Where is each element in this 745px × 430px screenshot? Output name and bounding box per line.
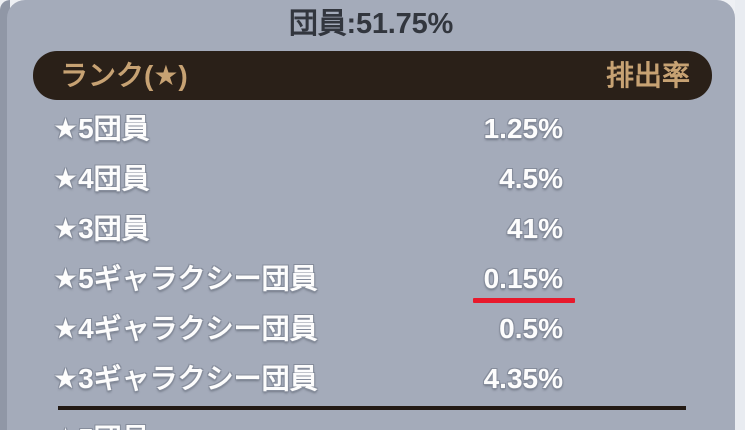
right-edge-strip — [735, 0, 745, 430]
rate-value: 41% — [506, 213, 563, 244]
table-row: ★3ギャラクシー団員 4.35% — [7, 354, 735, 404]
table-row: ★4団員 4.5% — [7, 154, 735, 204]
rank-label: ★4団員 — [53, 163, 150, 194]
rate-value: 4.35% — [483, 363, 563, 394]
rank-label: ★5ギャラクシー団員 — [53, 263, 318, 294]
rate-value: 0.5% — [499, 313, 563, 344]
table-row-highlighted: ★5ギャラクシー団員 0.15% — [7, 254, 735, 304]
rank-label: ★3ギャラクシー団員 — [53, 363, 318, 394]
gacha-rates-panel: 団員:51.75% ランク(★) 排出率 ★5団員 1.25% ★4団員 4.5… — [7, 0, 735, 430]
rate-value: 0.15% — [483, 263, 563, 294]
next-section-partial-row: ★5団員 — [53, 414, 150, 430]
column-header-rank: ランク(★) — [60, 60, 188, 91]
rate-value: 4.5% — [499, 163, 563, 194]
table-row: ★5団員 1.25% — [7, 104, 735, 154]
page-title: 団員:51.75% — [288, 8, 454, 40]
column-header-rate: 排出率 — [605, 60, 690, 91]
table-row: ★4ギャラクシー団員 0.5% — [7, 304, 735, 354]
table-row: ★3団員 41% — [7, 204, 735, 254]
rank-label: ★5団員 — [53, 113, 150, 144]
rate-value: 1.25% — [483, 113, 563, 144]
rates-table-header: ランク(★) 排出率 — [33, 51, 712, 100]
highlight-underline — [473, 298, 575, 303]
left-edge-strip — [0, 0, 10, 430]
section-divider — [58, 406, 686, 410]
rates-table-body: ★5団員 1.25% ★4団員 4.5% ★3団員 41% ★5ギャラクシー団員… — [7, 104, 735, 404]
rank-label: ★4ギャラクシー団員 — [53, 313, 318, 344]
rank-label: ★3団員 — [53, 213, 150, 244]
